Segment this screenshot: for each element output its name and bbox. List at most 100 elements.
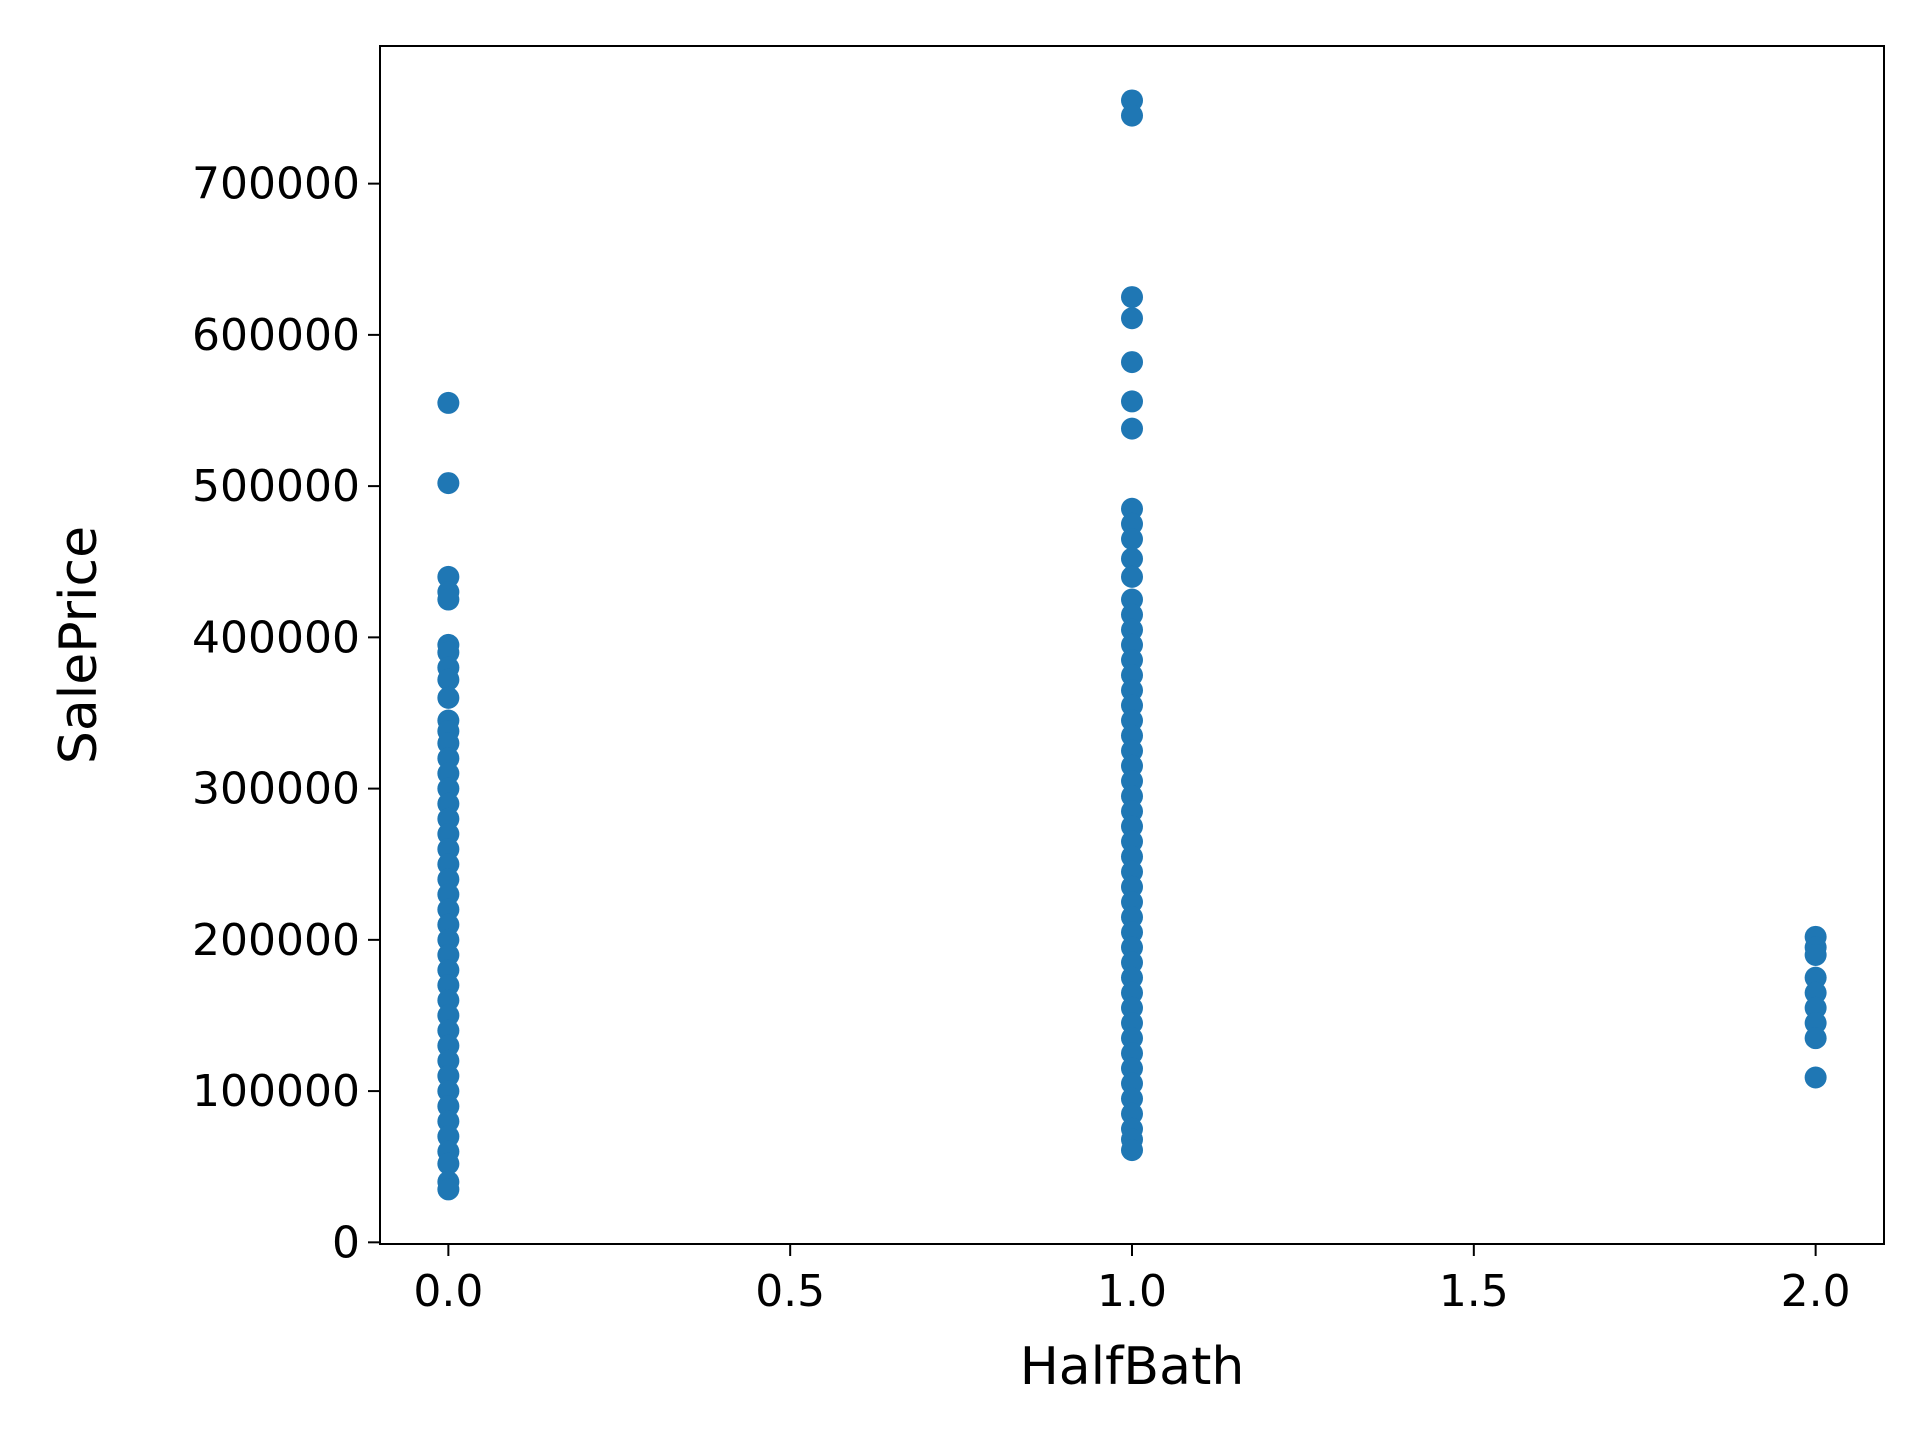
point	[1804, 943, 1827, 966]
point	[437, 898, 460, 921]
x-tick-label: 2.0	[1781, 1266, 1851, 1317]
point	[437, 686, 460, 709]
point	[437, 1152, 460, 1175]
point	[437, 959, 460, 982]
point	[1121, 104, 1143, 127]
point	[437, 588, 460, 611]
point	[1121, 512, 1143, 535]
point	[1121, 588, 1143, 611]
point	[437, 868, 460, 891]
y-tick-label: 500000	[192, 461, 360, 512]
point	[437, 1110, 460, 1133]
point	[437, 974, 460, 997]
y-tick-label: 700000	[192, 159, 360, 210]
point	[437, 1064, 460, 1087]
point	[1121, 89, 1143, 112]
point	[1121, 603, 1143, 626]
point	[1121, 800, 1143, 823]
point	[437, 1178, 460, 1201]
x-tick-label: 1.5	[1439, 1266, 1509, 1317]
point	[1121, 307, 1143, 330]
point	[1121, 996, 1143, 1019]
point	[437, 989, 460, 1012]
point	[1804, 996, 1827, 1019]
point	[1121, 679, 1143, 702]
x-tick-label: 0.5	[755, 1266, 825, 1317]
point	[1121, 709, 1143, 732]
point	[1121, 739, 1143, 762]
point	[437, 1080, 460, 1103]
x-tick-label: 0.0	[413, 1266, 483, 1317]
point	[437, 807, 460, 830]
point	[1121, 754, 1143, 777]
point	[1804, 1012, 1827, 1035]
point	[1121, 785, 1143, 808]
point	[437, 1095, 460, 1118]
y-axis-label: SalePrice	[49, 526, 109, 764]
point	[437, 1034, 460, 1057]
point	[437, 762, 460, 785]
y-tick-label: 400000	[192, 612, 360, 663]
point	[1121, 1102, 1143, 1125]
point	[437, 928, 460, 951]
point	[1121, 497, 1143, 520]
point	[437, 668, 460, 691]
y-tick-label: 0	[332, 1217, 360, 1268]
point	[1121, 417, 1143, 440]
x-axis-label: HalfBath	[1020, 1337, 1245, 1397]
point	[1121, 770, 1143, 793]
point	[437, 747, 460, 770]
plot-frame	[379, 45, 1885, 1245]
point	[1121, 830, 1143, 853]
point	[1121, 891, 1143, 914]
point	[1121, 966, 1143, 989]
point	[437, 472, 460, 495]
point	[437, 792, 460, 815]
point	[1121, 1087, 1143, 1110]
point	[437, 943, 460, 966]
point	[1121, 921, 1143, 944]
point	[1121, 1042, 1143, 1065]
point	[1121, 936, 1143, 959]
point	[1121, 649, 1143, 672]
point	[1121, 724, 1143, 747]
point	[1121, 860, 1143, 883]
point	[1121, 664, 1143, 687]
point	[1121, 1012, 1143, 1035]
point	[1121, 390, 1143, 413]
point	[437, 1125, 460, 1148]
point	[1121, 286, 1143, 309]
point	[1121, 875, 1143, 898]
point	[437, 732, 460, 755]
point	[437, 883, 460, 906]
point	[1804, 1066, 1827, 1089]
point	[437, 838, 460, 861]
point	[1121, 633, 1143, 656]
point	[1121, 1057, 1143, 1080]
point	[1121, 981, 1143, 1004]
point	[1121, 951, 1143, 974]
point	[1121, 618, 1143, 641]
point	[1121, 1139, 1143, 1162]
y-tick-label: 200000	[192, 915, 360, 966]
point	[437, 1004, 460, 1027]
point	[1121, 1027, 1143, 1050]
point	[437, 853, 460, 876]
point	[1121, 845, 1143, 868]
point	[1121, 547, 1143, 570]
point	[1121, 528, 1143, 551]
point	[437, 1019, 460, 1042]
point	[1804, 1027, 1827, 1050]
point	[1804, 981, 1827, 1004]
point	[1121, 906, 1143, 929]
point	[1121, 694, 1143, 717]
y-tick-label: 100000	[192, 1066, 360, 1117]
point	[1121, 351, 1143, 374]
y-tick-label: 600000	[192, 310, 360, 361]
y-tick-label: 300000	[192, 764, 360, 815]
point	[1804, 966, 1827, 989]
point	[437, 565, 460, 588]
point	[1121, 815, 1143, 838]
